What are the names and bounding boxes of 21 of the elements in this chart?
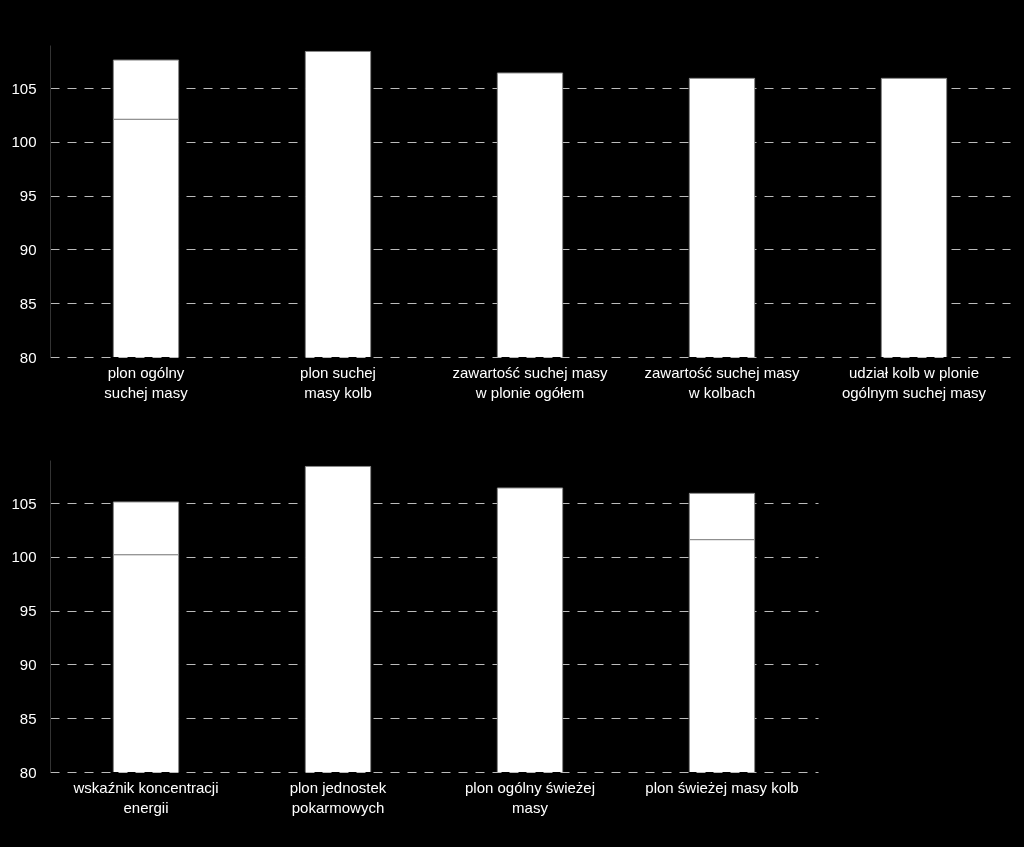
x-tick-label: plon ogólny świeżej masy bbox=[464, 778, 596, 816]
x-tick-label: plon suchej masy kolb bbox=[300, 363, 376, 401]
y-tick-label: 105 bbox=[11, 494, 37, 512]
y-tick-label: 90 bbox=[19, 655, 37, 673]
y-tick-label: 100 bbox=[11, 133, 37, 151]
y-tick-label: 80 bbox=[19, 348, 37, 366]
y-tick-label: 105 bbox=[11, 79, 37, 97]
x-tick-label: zawartość suchej masy w kolbach bbox=[644, 363, 801, 401]
x-tick-label: udział kolb w plonie ogólnym suchej masy bbox=[841, 363, 987, 401]
y-tick-label: 95 bbox=[19, 187, 37, 205]
y-tick-label: 85 bbox=[19, 294, 37, 312]
y-tick-label: 80 bbox=[19, 763, 37, 781]
x-tick-label: plon ogólny suchej masy bbox=[104, 363, 189, 401]
y-tick-label: 90 bbox=[19, 240, 37, 258]
x-tick-label: zawartość suchej masy w plonie ogółem bbox=[452, 363, 609, 401]
y-tick-label: 100 bbox=[11, 548, 37, 566]
x-tick-label: plon jednostek pokarmowych bbox=[289, 778, 387, 816]
x-tick-label: plon świeżej masy kolb bbox=[645, 778, 799, 796]
y-tick-label: 95 bbox=[19, 602, 37, 620]
x-tick-label: wskaźnik koncentracji energii bbox=[72, 778, 219, 816]
y-tick-label: 85 bbox=[19, 709, 37, 727]
